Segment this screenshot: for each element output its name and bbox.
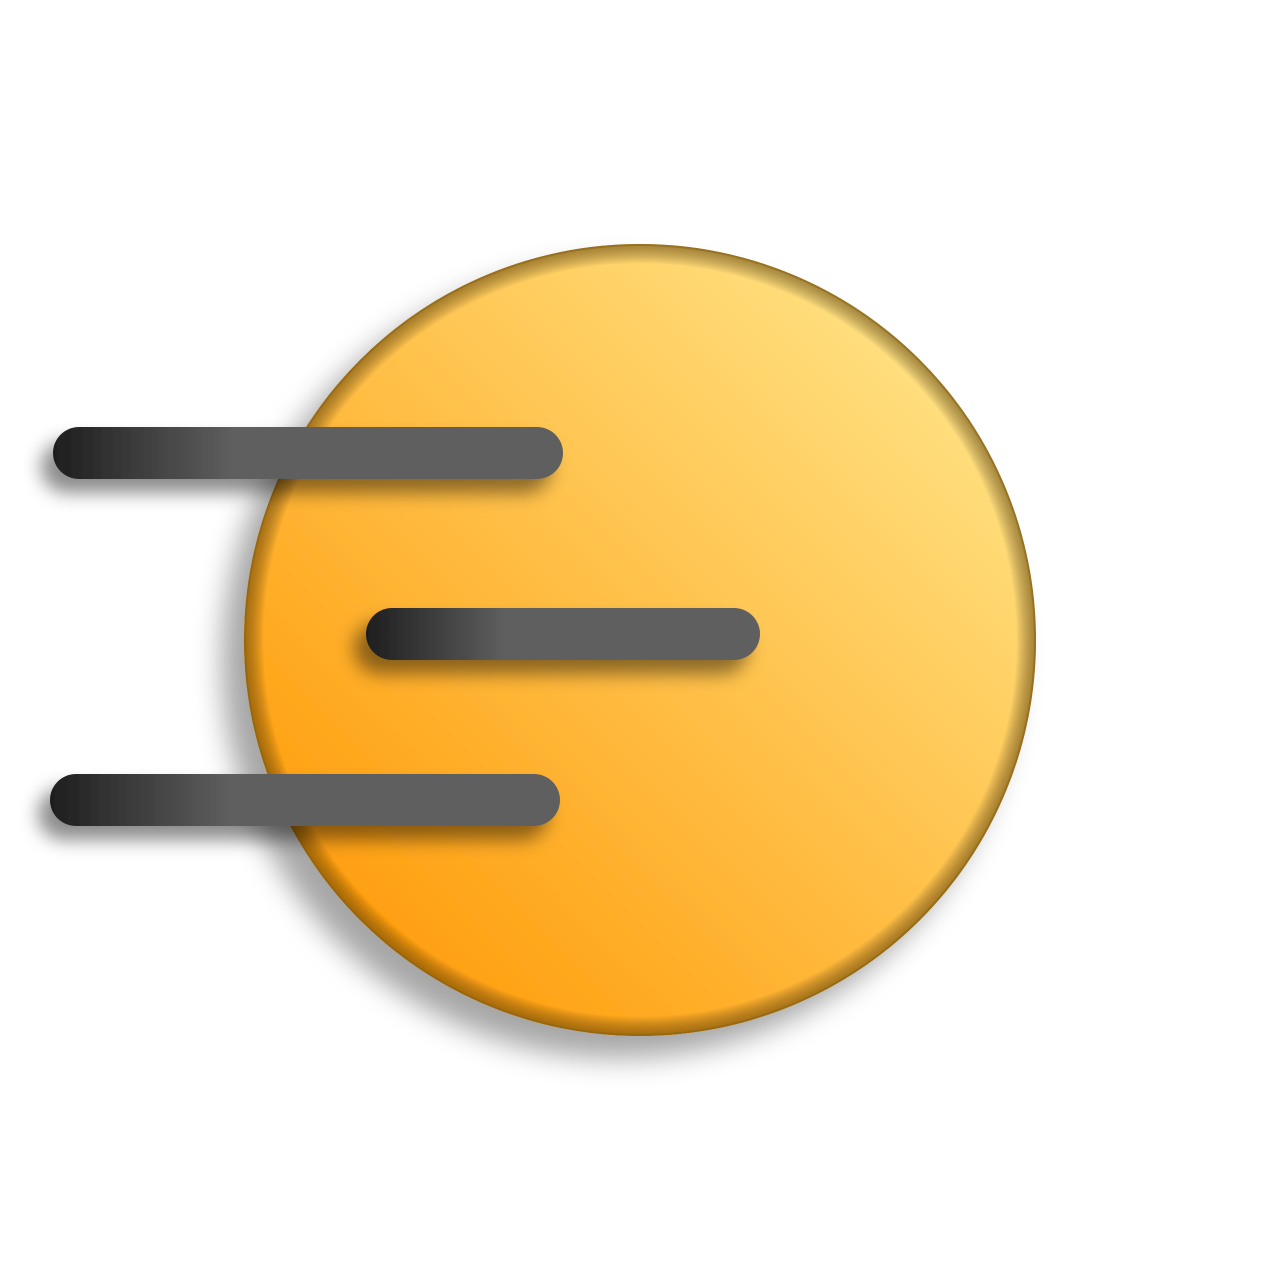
bar-bottom: [50, 774, 560, 826]
menu-bars: [50, 427, 760, 826]
bar-middle: [366, 608, 760, 660]
bar-top: [53, 427, 563, 479]
